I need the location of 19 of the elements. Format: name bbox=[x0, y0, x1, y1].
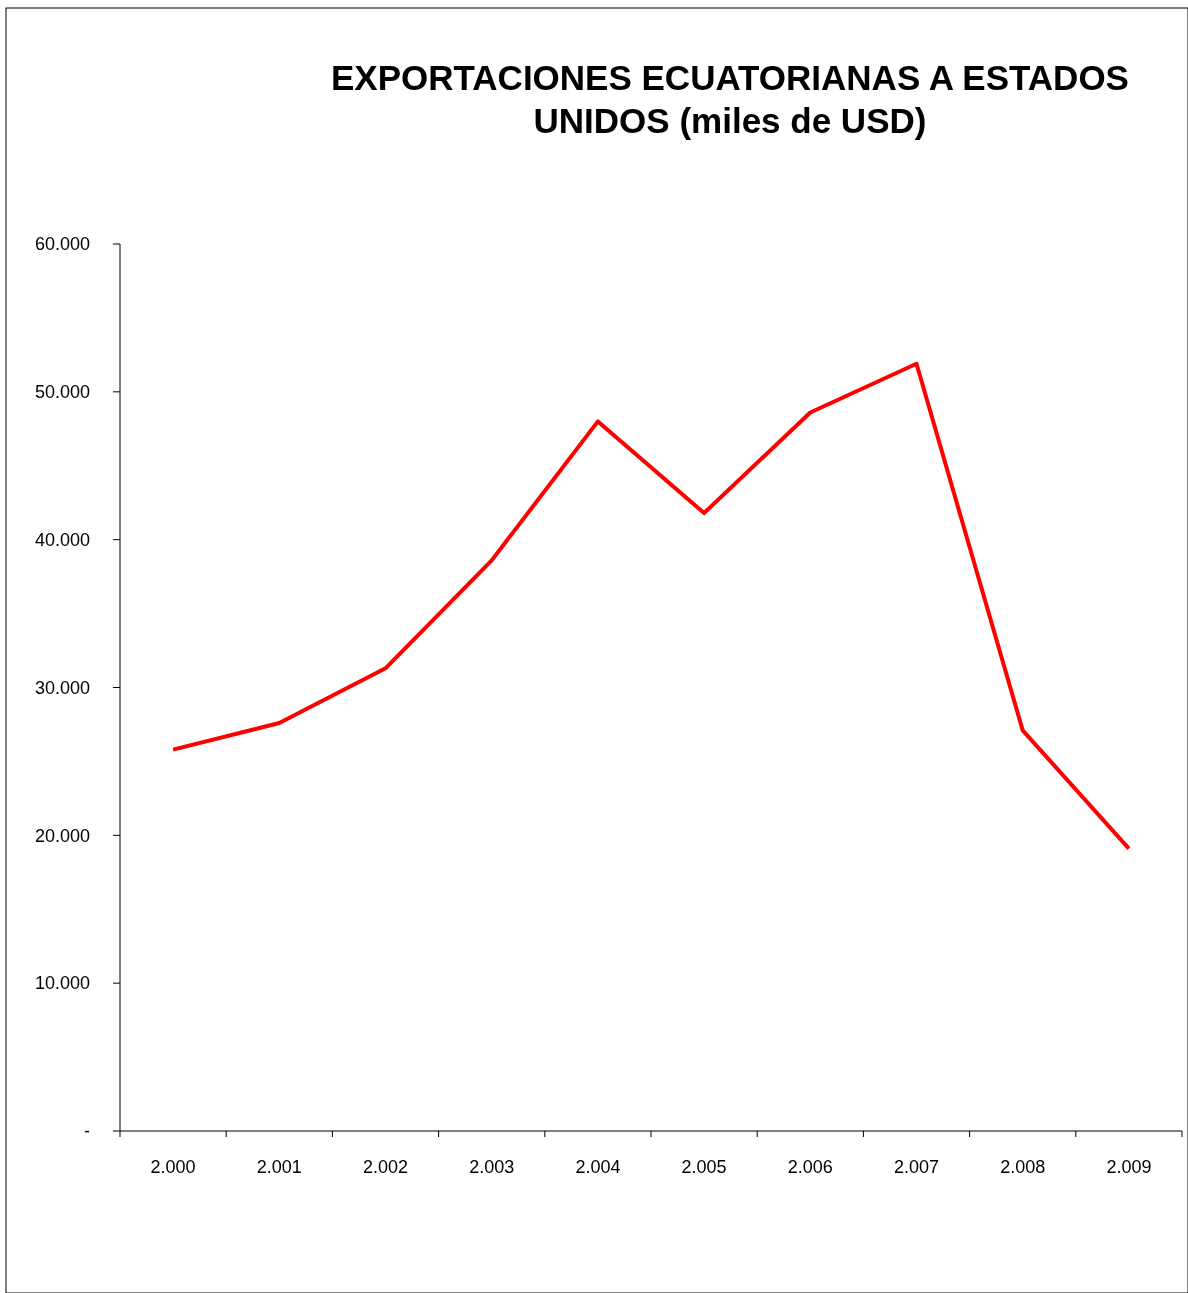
y-tick-label: 20.000 bbox=[34, 825, 90, 846]
x-tick-label: 2.006 bbox=[787, 1157, 833, 1177]
x-tick-label: 2.002 bbox=[362, 1157, 409, 1177]
y-tick-label: - bbox=[84, 1121, 90, 1142]
x-tick-label: 2.003 bbox=[469, 1157, 515, 1177]
line-series bbox=[171, 361, 1131, 851]
y-tick-label: 30.000 bbox=[34, 677, 90, 698]
x-tick-label: 2.001 bbox=[256, 1157, 302, 1177]
y-tick-label: 40.000 bbox=[34, 529, 90, 550]
x-tick-label: 2.005 bbox=[681, 1157, 727, 1177]
x-tick-label: 2.008 bbox=[1000, 1157, 1046, 1177]
y-tick-label: 10.000 bbox=[34, 973, 90, 994]
chart-title: EXPORTACIONES ECUATORIANAS A ESTADOS UNIDOS (miles de USD) bbox=[331, 58, 1129, 140]
x-tick-label: 2.007 bbox=[893, 1157, 940, 1177]
y-tick-label: 60.000 bbox=[34, 234, 90, 255]
x-tick-label: 2.009 bbox=[1106, 1157, 1152, 1177]
y-tick-label: 50.000 bbox=[34, 382, 90, 403]
x-tick-label: 2.004 bbox=[575, 1157, 621, 1177]
x-tick-label: 2.000 bbox=[150, 1157, 196, 1177]
